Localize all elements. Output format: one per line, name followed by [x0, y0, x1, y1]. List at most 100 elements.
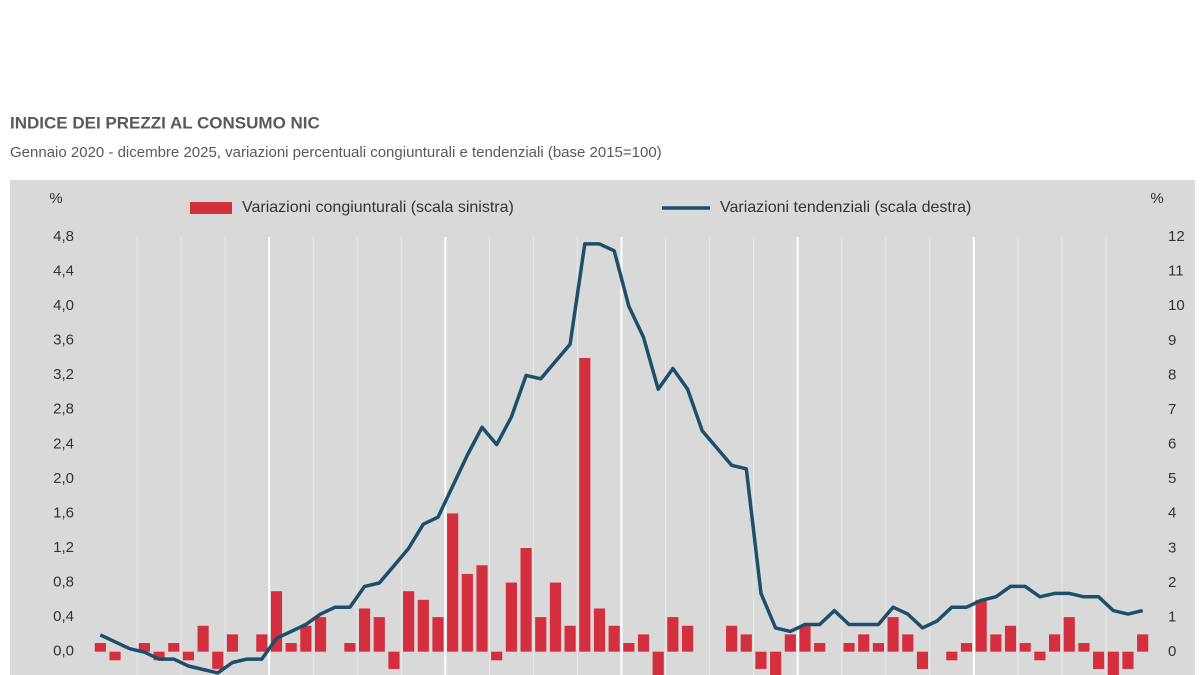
y2-axis-label: %: [1150, 190, 1163, 207]
bar: [1019, 643, 1031, 652]
bar: [667, 617, 679, 652]
y-tick-label: 3,6: [53, 332, 74, 349]
bar: [403, 591, 415, 652]
bar: [843, 643, 855, 652]
y2-tick-label: 10: [1168, 297, 1185, 314]
bar: [168, 643, 180, 652]
bar: [138, 643, 150, 652]
bar: [726, 625, 738, 652]
bar: [623, 643, 635, 652]
y-tick-label: 4,0: [53, 297, 74, 314]
bar: [1048, 634, 1061, 652]
bar: [960, 643, 973, 652]
bar: [872, 643, 884, 652]
bar: [256, 634, 268, 652]
y-axis-label: %: [49, 190, 62, 207]
bar: [212, 651, 224, 669]
bar: [579, 357, 591, 652]
bar: [314, 617, 327, 652]
y2-tick-label: 11: [1168, 263, 1184, 280]
y2-tick-label: 12: [1168, 228, 1185, 245]
bar: [814, 643, 826, 652]
bar: [226, 634, 239, 652]
bar: [770, 651, 782, 675]
bar: [1063, 617, 1075, 652]
chart-subtitle: Gennaio 2020 - dicembre 2025, variazioni…: [10, 144, 662, 161]
chart-title: INDICE DEI PREZZI AL CONSUMO NIC: [10, 113, 320, 132]
bar: [740, 634, 752, 652]
bar: [285, 643, 297, 652]
bar: [1107, 651, 1119, 675]
bar: [476, 565, 488, 652]
bar: [1078, 643, 1090, 652]
bar: [270, 591, 283, 652]
bar: [858, 634, 870, 652]
bar: [373, 617, 385, 652]
bar: [549, 582, 562, 652]
bar: [491, 651, 503, 661]
bar: [755, 651, 767, 669]
bar: [1034, 651, 1046, 661]
bar: [1137, 634, 1149, 652]
bar: [990, 634, 1002, 652]
bar: [359, 608, 371, 652]
bar: [784, 634, 796, 652]
bar: [887, 617, 899, 652]
y2-tick-label: 5: [1168, 470, 1176, 487]
y-tick-label: 2,4: [53, 435, 74, 452]
bar: [197, 625, 209, 652]
y-tick-label: 1,2: [53, 539, 74, 556]
bar: [535, 617, 547, 652]
bar: [637, 634, 650, 652]
bar: [461, 573, 473, 652]
legend-swatch: [190, 202, 232, 214]
bar: [593, 608, 606, 652]
y-tick-label: 2,0: [53, 470, 74, 487]
y-tick-label: 1,6: [53, 504, 74, 521]
bar: [975, 599, 987, 652]
y2-tick-label: 2: [1168, 574, 1176, 591]
bar: [1004, 625, 1017, 652]
y-tick-label: 4,8: [53, 228, 74, 245]
bar: [153, 651, 165, 661]
bar: [182, 651, 195, 661]
bar: [109, 651, 121, 661]
y2-tick-label: 9: [1168, 332, 1176, 349]
bar: [432, 617, 444, 652]
bar: [94, 643, 106, 652]
y-tick-label: 0,4: [53, 608, 74, 625]
y-tick-label: 0,0: [53, 643, 74, 660]
bar: [520, 548, 532, 652]
bar: [799, 625, 811, 652]
y2-tick-label: 7: [1168, 401, 1176, 418]
plot-background: [10, 180, 1195, 675]
bar: [1093, 651, 1105, 669]
bar: [608, 625, 620, 652]
y2-tick-label: 3: [1168, 539, 1176, 556]
bar: [300, 625, 312, 652]
y2-tick-label: 8: [1168, 366, 1176, 383]
bar: [652, 651, 664, 675]
y-tick-label: 0,8: [53, 574, 74, 591]
y2-tick-label: 4: [1168, 505, 1176, 522]
bar: [916, 651, 929, 669]
bar: [388, 651, 400, 669]
y-tick-label: 2,8: [53, 401, 74, 418]
y-tick-label: 4,4: [53, 263, 74, 280]
y-tick-label: 3,2: [53, 366, 74, 383]
bar: [447, 513, 459, 652]
y2-tick-label: 6: [1168, 436, 1176, 453]
bar: [505, 582, 517, 652]
y2-tick-label: 0: [1168, 643, 1176, 660]
bar: [1122, 651, 1134, 669]
bar: [946, 651, 958, 661]
y2-tick-label: 1: [1168, 609, 1176, 626]
bar: [564, 625, 576, 652]
bar: [344, 643, 356, 652]
bar: [681, 625, 694, 652]
bar: [417, 599, 429, 652]
line: [99, 242, 1144, 675]
legend-label: Variazioni tendenziali (scala destra): [720, 199, 971, 216]
legend-label: Variazioni congiunturali (scala sinistra…: [242, 199, 514, 216]
